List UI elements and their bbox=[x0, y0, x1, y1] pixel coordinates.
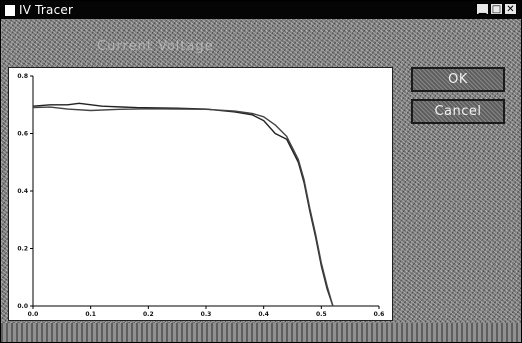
y-tick-label: 0.8 bbox=[17, 73, 28, 80]
x-tick-label: 0.0 bbox=[28, 311, 39, 318]
plot-caption: Current Voltage bbox=[97, 39, 214, 54]
maximize-button[interactable]: □ bbox=[490, 3, 503, 15]
plot-area: 0.0 0.1 0.2 0.3 0.4 0.5 0.6 0.0 0.2 0.4 0.6 0.8 bbox=[8, 67, 393, 321]
minimize-button[interactable]: ▁ bbox=[476, 3, 489, 15]
iv-curve-chart: 0.0 0.1 0.2 0.3 0.4 0.5 0.6 0.0 0.2 0.4 0.6 0.8 bbox=[17, 73, 385, 318]
close-button[interactable]: ✕ bbox=[504, 3, 517, 15]
iv-curve-series bbox=[32, 102, 334, 307]
x-tick-label: 0.3 bbox=[201, 311, 212, 318]
cancel-button[interactable]: Cancel bbox=[411, 99, 505, 124]
y-tick-label: 0.6 bbox=[17, 131, 28, 138]
x-tick-label: 0.2 bbox=[143, 311, 154, 318]
ok-button[interactable]: OK bbox=[411, 67, 505, 92]
x-tick-label: 0.1 bbox=[85, 311, 96, 318]
x-tick-label: 0.5 bbox=[316, 311, 327, 318]
x-tick-label: 0.4 bbox=[258, 311, 269, 318]
x-tick-label: 0.6 bbox=[374, 311, 385, 318]
y-tick-label: 0.4 bbox=[17, 188, 28, 195]
iv-curve-series bbox=[32, 106, 334, 307]
y-tick-label: 0.2 bbox=[17, 246, 28, 253]
y-tick-label: 0.0 bbox=[17, 303, 28, 310]
title-bar[interactable]: IV Tracer ▁ □ ✕ bbox=[1, 1, 521, 19]
window-title: IV Tracer bbox=[19, 3, 74, 17]
app-icon bbox=[4, 4, 16, 17]
status-bar bbox=[1, 323, 521, 342]
